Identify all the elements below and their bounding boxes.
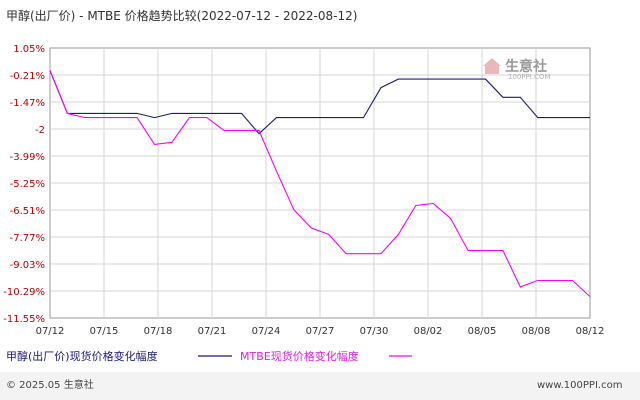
y-tick-label: -2 <box>35 125 45 136</box>
y-tick-label: -11.55% <box>3 314 45 325</box>
footer-copyright: © 2025.05 生意社 <box>6 378 94 391</box>
y-tick-label: -6.51% <box>10 206 45 217</box>
x-tick-label: 07/30 <box>360 326 389 337</box>
series-line-2 <box>49 70 591 298</box>
y-tick-label: 1.05% <box>13 44 45 55</box>
legend: 甲醇(出厂价)现货价格变化幅度 MTBE现货价格变化幅度 <box>6 349 412 363</box>
watermark-site: 100PPI.COM <box>508 73 551 81</box>
watermark: 生意社 100PPI.COM <box>483 58 551 81</box>
y-tick-label: -9.03% <box>10 260 45 271</box>
y-tick-label: -10.29% <box>3 287 45 298</box>
x-tick-label: 07/24 <box>252 326 281 337</box>
x-tick-label: 07/15 <box>90 326 119 337</box>
y-tick-label: -1.47% <box>10 98 45 109</box>
chart-title: 甲醇(出厂价) - MTBE 价格趋势比较(2022-07-12 - 2022-… <box>6 8 357 23</box>
y-tick-label: -3.99% <box>10 152 45 163</box>
x-axis-ticks: 07/12 07/15 07/18 07/21 07/24 07/27 07/30 08/02… <box>36 326 605 337</box>
x-tick-label: 07/27 <box>306 326 335 337</box>
x-tick-label: 08/12 <box>576 326 605 337</box>
series-lines <box>49 70 591 298</box>
y-tick-label: -7.77% <box>10 233 45 244</box>
x-tick-label: 07/21 <box>198 326 227 337</box>
footer-site-link[interactable]: www.100PPI.com <box>537 380 622 391</box>
y-axis-ticks: 1.05% -0.21% -1.47% -2 -3.99% -5.25% -6.51% -7.… <box>3 44 45 325</box>
x-tick-label: 07/12 <box>36 326 65 337</box>
x-tick-label: 08/08 <box>522 326 551 337</box>
legend-label-series1: 甲醇(出厂价)现货价格变化幅度 <box>6 349 158 363</box>
watermark-name: 生意社 <box>505 58 547 75</box>
x-tick-label: 08/02 <box>414 326 443 337</box>
grid-lines <box>50 48 590 318</box>
y-tick-label: -0.21% <box>10 71 45 82</box>
footer-bar <box>0 372 640 400</box>
legend-label-series2: MTBE现货价格变化幅度 <box>240 349 359 363</box>
y-tick-label: -5.25% <box>10 179 45 190</box>
x-tick-label: 07/18 <box>144 326 173 337</box>
x-tick-label: 08/05 <box>468 326 497 337</box>
house-logo-icon <box>483 58 501 74</box>
series-line-1 <box>49 70 590 135</box>
